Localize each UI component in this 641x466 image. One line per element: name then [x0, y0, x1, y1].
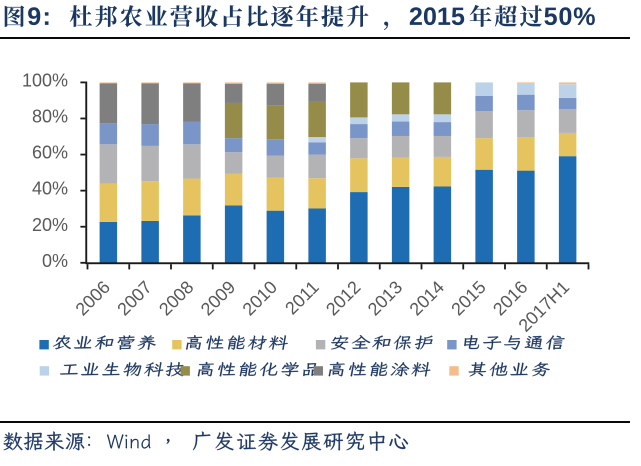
svg-text:2010: 2010 [239, 277, 281, 319]
svg-text:2014: 2014 [406, 277, 448, 319]
svg-text:2009: 2009 [197, 277, 239, 319]
svg-text:2006: 2006 [72, 277, 114, 319]
svg-text:2011: 2011 [281, 277, 323, 319]
svg-text:2015: 2015 [447, 277, 489, 319]
svg-text:20%: 20% [32, 215, 68, 235]
svg-text:2008: 2008 [155, 277, 197, 319]
svg-text:60%: 60% [32, 143, 68, 163]
svg-text:40%: 40% [32, 179, 68, 199]
svg-text:100%: 100% [22, 71, 68, 91]
svg-text:2007: 2007 [113, 277, 155, 319]
svg-text:80%: 80% [32, 107, 68, 127]
svg-text:2013: 2013 [364, 277, 406, 319]
svg-text:0%: 0% [42, 251, 68, 271]
svg-text:2012: 2012 [322, 277, 364, 319]
